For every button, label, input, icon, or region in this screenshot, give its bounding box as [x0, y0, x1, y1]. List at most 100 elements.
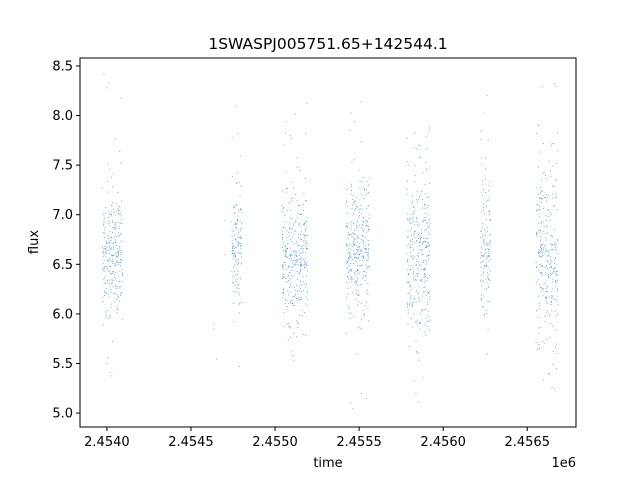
data-point: [241, 227, 242, 229]
data-point: [547, 195, 549, 197]
data-point: [550, 212, 552, 214]
data-point: [104, 276, 106, 278]
data-point: [305, 242, 307, 244]
data-point: [118, 232, 120, 234]
data-point: [413, 221, 415, 223]
data-point: [424, 204, 426, 205]
data-point: [237, 236, 239, 238]
data-point: [415, 301, 417, 303]
data-point: [110, 289, 112, 291]
data-point: [105, 317, 107, 318]
data-point: [234, 248, 236, 249]
data-point: [303, 235, 305, 237]
data-point: [366, 271, 368, 273]
data-point: [427, 301, 429, 303]
data-point: [421, 190, 423, 192]
data-point: [107, 235, 109, 237]
data-point: [288, 235, 290, 237]
data-point: [554, 281, 556, 283]
data-point: [116, 260, 118, 262]
data-point: [117, 208, 119, 210]
data-point: [350, 263, 352, 264]
data-point: [419, 239, 421, 241]
data-point: [114, 241, 116, 243]
data-point: [480, 262, 482, 264]
data-point: [297, 213, 299, 215]
data-point: [299, 262, 301, 264]
data-point: [349, 130, 351, 132]
data-point: [120, 258, 121, 260]
data-point: [296, 251, 297, 253]
data-point: [107, 318, 109, 320]
data-point: [296, 336, 298, 338]
data-point: [366, 268, 368, 270]
data-point: [116, 298, 118, 300]
data-point: [346, 281, 347, 283]
data-point: [367, 259, 369, 261]
data-point: [116, 252, 118, 253]
data-point: [552, 142, 554, 144]
data-point: [348, 252, 350, 254]
data-point: [359, 327, 361, 329]
data-point: [413, 298, 415, 300]
data-point: [366, 231, 368, 233]
data-point: [348, 271, 350, 272]
data-point: [302, 234, 304, 236]
data-point: [413, 230, 415, 232]
data-point: [346, 268, 348, 270]
data-point: [367, 193, 369, 195]
data-point: [425, 136, 427, 138]
data-point: [367, 225, 369, 227]
data-point: [283, 144, 285, 146]
data-point: [289, 287, 290, 289]
data-point: [364, 313, 366, 315]
data-point: [416, 259, 418, 260]
data-point: [351, 281, 353, 283]
data-point: [419, 235, 421, 237]
data-point: [300, 297, 302, 299]
data-point: [406, 253, 408, 255]
data-point: [488, 213, 490, 215]
data-point: [107, 180, 109, 182]
data-point: [110, 291, 112, 293]
data-point: [105, 250, 107, 252]
data-point: [232, 282, 234, 283]
data-point: [351, 183, 353, 185]
data-point: [366, 292, 368, 294]
data-point: [416, 290, 417, 292]
data-point: [298, 244, 300, 246]
data-point: [110, 283, 112, 285]
data-point: [550, 295, 552, 297]
data-point: [104, 226, 106, 228]
data-point: [119, 151, 121, 152]
data-point: [552, 205, 554, 207]
data-point: [550, 255, 551, 257]
data-point: [306, 248, 308, 250]
data-point: [416, 148, 418, 150]
data-point: [231, 240, 233, 242]
data-point: [428, 233, 430, 235]
data-point: [109, 259, 111, 261]
data-point: [423, 291, 424, 293]
data-point: [482, 306, 484, 308]
data-point: [409, 286, 411, 288]
data-point: [354, 275, 356, 277]
data-point: [303, 248, 304, 250]
data-point: [112, 271, 114, 273]
data-point: [120, 262, 122, 264]
data-point: [292, 262, 294, 264]
data-point: [408, 292, 410, 294]
data-point: [107, 191, 109, 193]
data-point: [233, 278, 235, 280]
data-point: [236, 223, 238, 225]
data-point: [483, 295, 485, 297]
data-point: [356, 298, 357, 300]
data-point: [233, 254, 235, 256]
data-point: [284, 261, 286, 263]
data-point: [483, 239, 485, 241]
data-point: [284, 302, 286, 304]
data-point: [296, 240, 297, 242]
data-point: [302, 276, 304, 278]
data-point: [362, 231, 364, 233]
data-point: [416, 217, 418, 219]
